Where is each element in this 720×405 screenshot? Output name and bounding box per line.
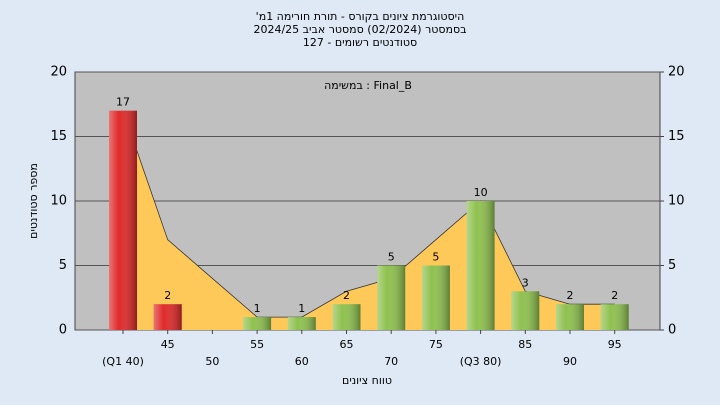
title-line: סטודנטים רשומים - 127	[303, 36, 417, 49]
y-tick-label: 20	[50, 65, 67, 80]
title-line: 'היסטוגרמת ציונים בקורס - תורת חורימה 1מ	[256, 10, 465, 23]
value-label: 5	[388, 251, 395, 264]
y-tick-label: 15	[50, 129, 67, 144]
x-tick-label: (Q3 80)	[460, 355, 502, 368]
value-label: 3	[522, 276, 529, 289]
x-tick-label: 75	[429, 338, 443, 351]
value-label: 2	[164, 289, 171, 302]
y-axis-label: מספר סטודנטים	[27, 163, 40, 239]
bar-shade	[243, 317, 272, 330]
y2-tick-label: 15	[668, 129, 685, 144]
value-label: 2	[611, 289, 618, 302]
y2-tick-label: 10	[668, 194, 685, 209]
bar-shade	[421, 265, 450, 330]
x-tick-label: 70	[384, 355, 398, 368]
bar-shade	[511, 291, 540, 330]
x-tick-label: 45	[161, 338, 175, 351]
y2-tick-label: 5	[668, 258, 676, 273]
value-label: 17	[116, 96, 130, 109]
y2-tick-label: 0	[668, 323, 676, 338]
x-tick-label: 95	[608, 338, 622, 351]
y-tick-label: 0	[59, 323, 67, 338]
value-label: 1	[254, 302, 261, 315]
x-tick-label: 90	[563, 355, 577, 368]
annotation: במשימה : Final_B	[324, 79, 412, 92]
x-tick-label: 60	[295, 355, 309, 368]
y2-tick-label: 20	[668, 65, 685, 80]
bar-shade	[109, 110, 137, 330]
value-label: 2	[567, 289, 574, 302]
bar-shade	[600, 304, 629, 330]
x-axis-label: טווח ציונים	[342, 374, 392, 387]
value-label: 5	[432, 251, 439, 264]
x-tick-label: 85	[518, 338, 532, 351]
bar-shade	[332, 304, 361, 330]
value-label: 1	[298, 302, 305, 315]
value-label: 2	[343, 289, 350, 302]
value-label: 10	[474, 186, 488, 199]
x-tick-label: 65	[340, 338, 354, 351]
x-tick-label: 50	[205, 355, 219, 368]
bar-shade	[377, 265, 406, 330]
title-line: בסמסטר (02/2024) סמסטר אביב 2024/25	[253, 23, 466, 36]
bar-shade	[287, 317, 316, 330]
x-tick-label: (Q1 40)	[102, 355, 144, 368]
bar-shade	[556, 304, 584, 330]
bar-shade	[153, 304, 182, 330]
y-tick-label: 5	[59, 258, 67, 273]
bar-shade	[466, 201, 495, 330]
x-tick-label: 55	[250, 338, 264, 351]
y-tick-label: 10	[50, 194, 67, 209]
